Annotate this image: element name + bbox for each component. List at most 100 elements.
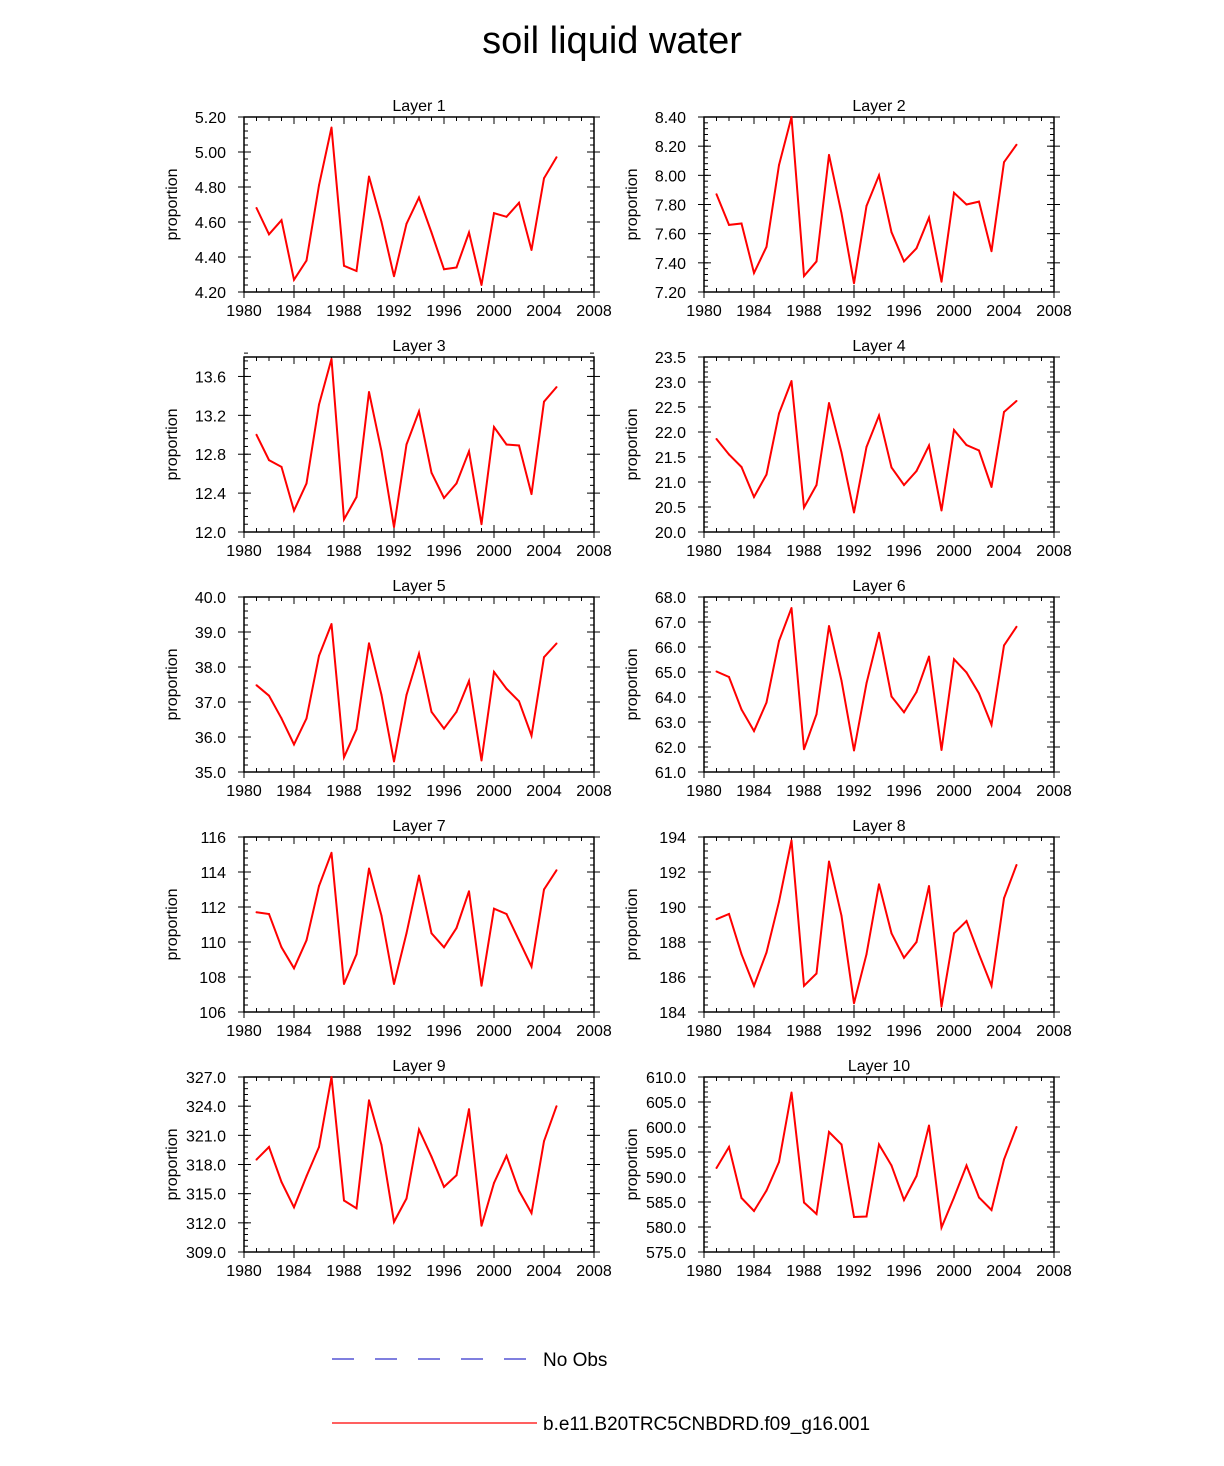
- x-tick-label: 2000: [936, 1023, 972, 1040]
- x-tick-label: 2004: [526, 783, 562, 800]
- data-point: [293, 743, 295, 746]
- y-tick-label: 22.0: [655, 425, 686, 442]
- data-point: [505, 215, 508, 218]
- data-point: [380, 1144, 383, 1147]
- panel-title-8: Layer 8: [852, 818, 905, 835]
- y-axis-label-10: proportion: [624, 1128, 641, 1200]
- data-point: [953, 429, 955, 431]
- y-tick-label: 321.0: [186, 1128, 226, 1145]
- data-point: [405, 443, 408, 446]
- data-point: [803, 748, 805, 751]
- panel-layer-5: Layer 5 proportion 1980 1984 1988 1992 1996 200…: [164, 578, 612, 800]
- data-point: [405, 222, 408, 225]
- data-point: [468, 680, 470, 682]
- data-point: [878, 883, 880, 886]
- data-point: [753, 730, 755, 732]
- data-point: [740, 222, 743, 225]
- x-tick-label: 1996: [886, 543, 922, 560]
- y-tick-label: 12.8: [195, 447, 226, 464]
- data-point: [255, 207, 258, 209]
- data-point: [418, 652, 420, 655]
- data-point: [890, 932, 893, 935]
- x-tick-label: 1996: [886, 1023, 922, 1040]
- data-point: [915, 247, 918, 250]
- data-point: [505, 913, 508, 915]
- x-tick-label: 1988: [786, 303, 822, 320]
- x-tick-label: 1996: [426, 1023, 462, 1040]
- plot-frame-8: [703, 836, 1055, 1013]
- data-point: [468, 1108, 470, 1111]
- data-point: [355, 270, 358, 272]
- data-point: [443, 727, 445, 730]
- data-point: [853, 1002, 855, 1005]
- plot-frame-4: [703, 356, 1055, 533]
- data-point: [555, 869, 558, 872]
- data-point: [865, 205, 868, 207]
- data-point: [480, 1224, 483, 1227]
- data-point: [728, 913, 730, 915]
- y-axis-label-9: proportion: [164, 1128, 181, 1200]
- x-tick-label: 2008: [1036, 1023, 1072, 1040]
- panel-layer-10: Layer 10 proportion 1980 1984 1988 1992 1996 20…: [624, 1058, 1072, 1280]
- data-point: [753, 496, 755, 498]
- y-tick-label: 114: [200, 865, 226, 882]
- y-tick-label: 37.0: [195, 695, 226, 712]
- x-tick-label: 2004: [526, 543, 562, 560]
- data-point: [915, 1175, 918, 1177]
- data-point: [1003, 897, 1005, 900]
- data-point: [1015, 1126, 1018, 1128]
- panel-layer-6: Layer 6 proportion 1980 1984 1988 1992 1996 200…: [624, 578, 1072, 800]
- data-point: [978, 953, 980, 956]
- x-tick-label: 2000: [476, 1263, 512, 1280]
- data-point: [990, 250, 993, 253]
- y-tick-label: 585.0: [646, 1195, 686, 1212]
- data-point: [728, 223, 730, 226]
- y-axis-label-7: proportion: [164, 888, 181, 960]
- data-point: [715, 193, 718, 196]
- data-point: [318, 654, 320, 657]
- data-point: [828, 860, 830, 863]
- data-point: [790, 1091, 793, 1094]
- data-point: [255, 433, 258, 436]
- data-point: [990, 984, 993, 987]
- data-point: [368, 391, 370, 393]
- data-point: [380, 450, 383, 453]
- data-point: [878, 414, 880, 417]
- data-point: [965, 203, 968, 206]
- data-point: [1003, 411, 1005, 413]
- y-tick-label: 13.2: [195, 408, 226, 425]
- data-point: [505, 687, 508, 690]
- y-tick-label: 38.0: [195, 660, 226, 677]
- data-point: [965, 444, 968, 446]
- x-tick-label: 1988: [786, 543, 822, 560]
- data-point: [380, 694, 383, 696]
- y-tick-label: 20.5: [655, 500, 686, 517]
- data-point: [443, 497, 445, 499]
- data-point: [268, 694, 270, 697]
- y-axis-label-4: proportion: [624, 408, 641, 480]
- data-point: [915, 470, 918, 472]
- y-tick-label: 8.20: [655, 139, 686, 156]
- data-point: [915, 691, 918, 693]
- data-point: [915, 941, 918, 943]
- y-tick-label: 112: [200, 900, 226, 917]
- panel-title-10: Layer 10: [848, 1058, 910, 1075]
- data-point: [530, 965, 533, 968]
- data-point: [878, 174, 880, 177]
- y-tick-label: 20.0: [655, 525, 686, 542]
- data-point: [455, 927, 458, 929]
- x-tick-label: 2004: [526, 303, 562, 320]
- data-point: [765, 1189, 768, 1192]
- series-line-layer-2: [715, 116, 1018, 284]
- y-tick-label: 186: [659, 970, 686, 987]
- x-tick-label: 2000: [476, 783, 512, 800]
- data-point: [928, 655, 930, 658]
- panel-layer-7: Layer 7 proportion 1980 1984 1988 1992 1996 200…: [164, 818, 612, 1040]
- panel-layer-3: Layer 3 proportion 1980 1984 1988 1992 1996 200…: [164, 338, 612, 560]
- y-tick-label: 23.5: [655, 350, 686, 367]
- y-tick-label: 65.0: [655, 665, 686, 682]
- data-point: [740, 953, 743, 956]
- data-point: [268, 233, 270, 236]
- y-tick-label: 312.0: [186, 1216, 226, 1233]
- x-tick-label: 1984: [736, 1023, 772, 1040]
